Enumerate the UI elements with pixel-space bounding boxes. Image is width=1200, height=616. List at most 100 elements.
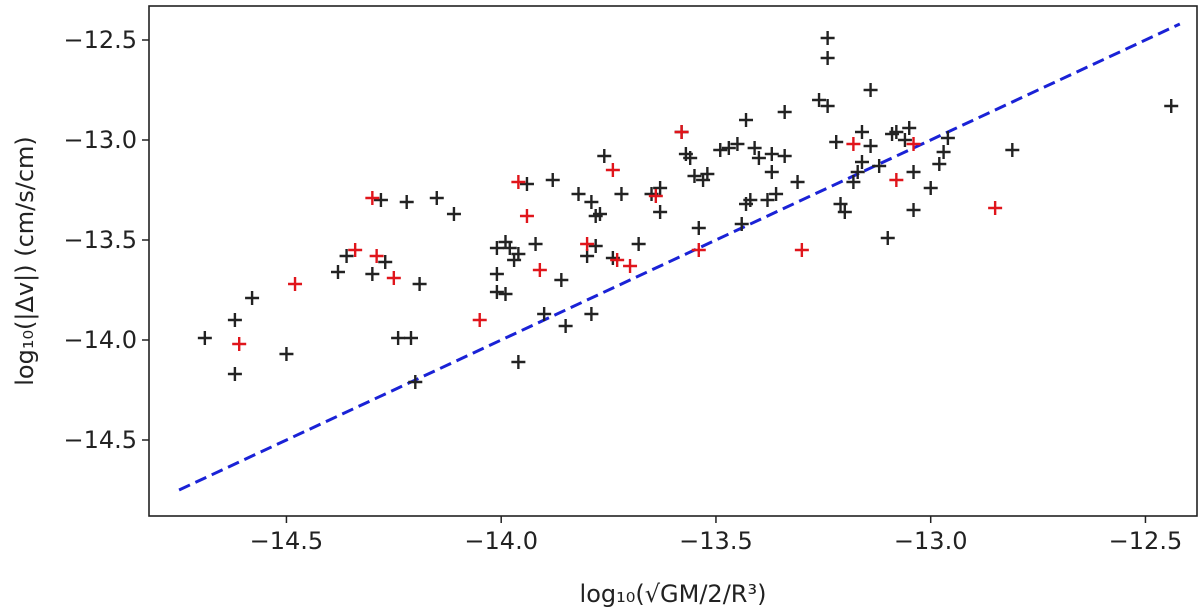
data-point (936, 145, 951, 159)
data-point (777, 149, 792, 163)
data-point (511, 247, 526, 261)
data-point (653, 181, 668, 195)
data-point (820, 31, 835, 45)
highlighted-data-point (610, 253, 625, 267)
x-tick-label: −13.5 (679, 527, 753, 555)
x-axis: −14.5 −14.0 −13.5 −13.0 −12.5 (250, 516, 1182, 555)
marks-layer (178, 22, 1181, 492)
data-point (850, 165, 865, 179)
plot-frame (148, 5, 1198, 517)
data-point (764, 147, 779, 161)
data-point (412, 277, 427, 291)
data-point (1005, 143, 1020, 157)
y-tick-label: −13.5 (63, 226, 137, 254)
data-point (760, 193, 775, 207)
x-tick-label: −13.0 (894, 527, 968, 555)
data-point (923, 181, 938, 195)
data-point (1164, 99, 1179, 113)
data-point (837, 205, 852, 219)
data-point (940, 131, 955, 145)
data-point (245, 291, 260, 305)
data-point (399, 195, 414, 209)
data-point (734, 217, 749, 231)
data-point (691, 221, 706, 235)
data-point (739, 113, 754, 127)
data-point (588, 239, 603, 253)
data-point (769, 187, 784, 201)
data-point (747, 141, 762, 155)
data-point (528, 237, 543, 251)
data-point (854, 155, 869, 169)
data-point (446, 207, 461, 221)
data-point (897, 133, 912, 147)
data-point (489, 241, 504, 255)
data-point (820, 99, 835, 113)
data-point (365, 267, 380, 281)
data-point (391, 331, 406, 345)
highlighted-data-point (605, 163, 620, 177)
data-point (489, 285, 504, 299)
data-point (537, 307, 552, 321)
highlighted-data-point (472, 313, 487, 327)
data-point (854, 125, 869, 139)
highlighted-data-point (889, 173, 904, 187)
data-point (863, 139, 878, 153)
data-point (614, 187, 629, 201)
data-point (554, 273, 569, 287)
data-point (197, 331, 212, 345)
y-tick-label: −14.5 (63, 426, 137, 454)
data-point (511, 355, 526, 369)
highlighted-data-point (623, 259, 638, 273)
data-point (932, 157, 947, 171)
data-point (502, 241, 517, 255)
data-point (889, 125, 904, 139)
data-point (498, 287, 513, 301)
data-point (631, 237, 646, 251)
data-point (812, 93, 827, 107)
data-point (227, 313, 242, 327)
data-point (545, 173, 560, 187)
data-point (880, 231, 895, 245)
highlighted-data-point (232, 337, 247, 351)
data-point (683, 151, 698, 165)
highlighted-data-point (511, 175, 526, 189)
data-point (571, 187, 586, 201)
data-point (713, 143, 728, 157)
x-tick-label: −14.0 (464, 527, 538, 555)
data-point (580, 249, 595, 263)
data-point (339, 249, 354, 263)
highlighted-data-point (365, 191, 380, 205)
highlighted-data-point (288, 277, 303, 291)
data-point (820, 51, 835, 65)
y-axis: −12.5 −13.0 −13.5 −14.0 −14.5 (63, 26, 149, 454)
y-tick-label: −13.0 (63, 126, 137, 154)
reference-line (178, 22, 1181, 492)
highlighted-data-point (348, 243, 363, 257)
y-axis-label: log₁₀(|Δv|) (cm/s/cm) (11, 136, 39, 386)
data-point (846, 175, 861, 189)
data-point (558, 319, 573, 333)
highlighted-data-point (691, 243, 706, 257)
data-point (751, 151, 766, 165)
data-point (790, 175, 805, 189)
data-point (227, 367, 242, 381)
data-point (584, 195, 599, 209)
data-point (279, 347, 294, 361)
data-point (373, 193, 388, 207)
data-point (721, 141, 736, 155)
highlighted-data-point (519, 209, 534, 223)
highlighted-data-point (846, 137, 861, 151)
data-point (429, 191, 444, 205)
data-point (597, 149, 612, 163)
data-point (519, 177, 534, 191)
highlighted-data-point (386, 271, 401, 285)
highlighted-data-point (532, 263, 547, 277)
highlighted-data-point (794, 243, 809, 257)
data-point (872, 159, 887, 173)
data-point (700, 167, 715, 181)
x-tick-label: −14.5 (250, 527, 324, 555)
data-point (764, 165, 779, 179)
highlighted-data-point (369, 249, 384, 263)
data-point (489, 267, 504, 281)
